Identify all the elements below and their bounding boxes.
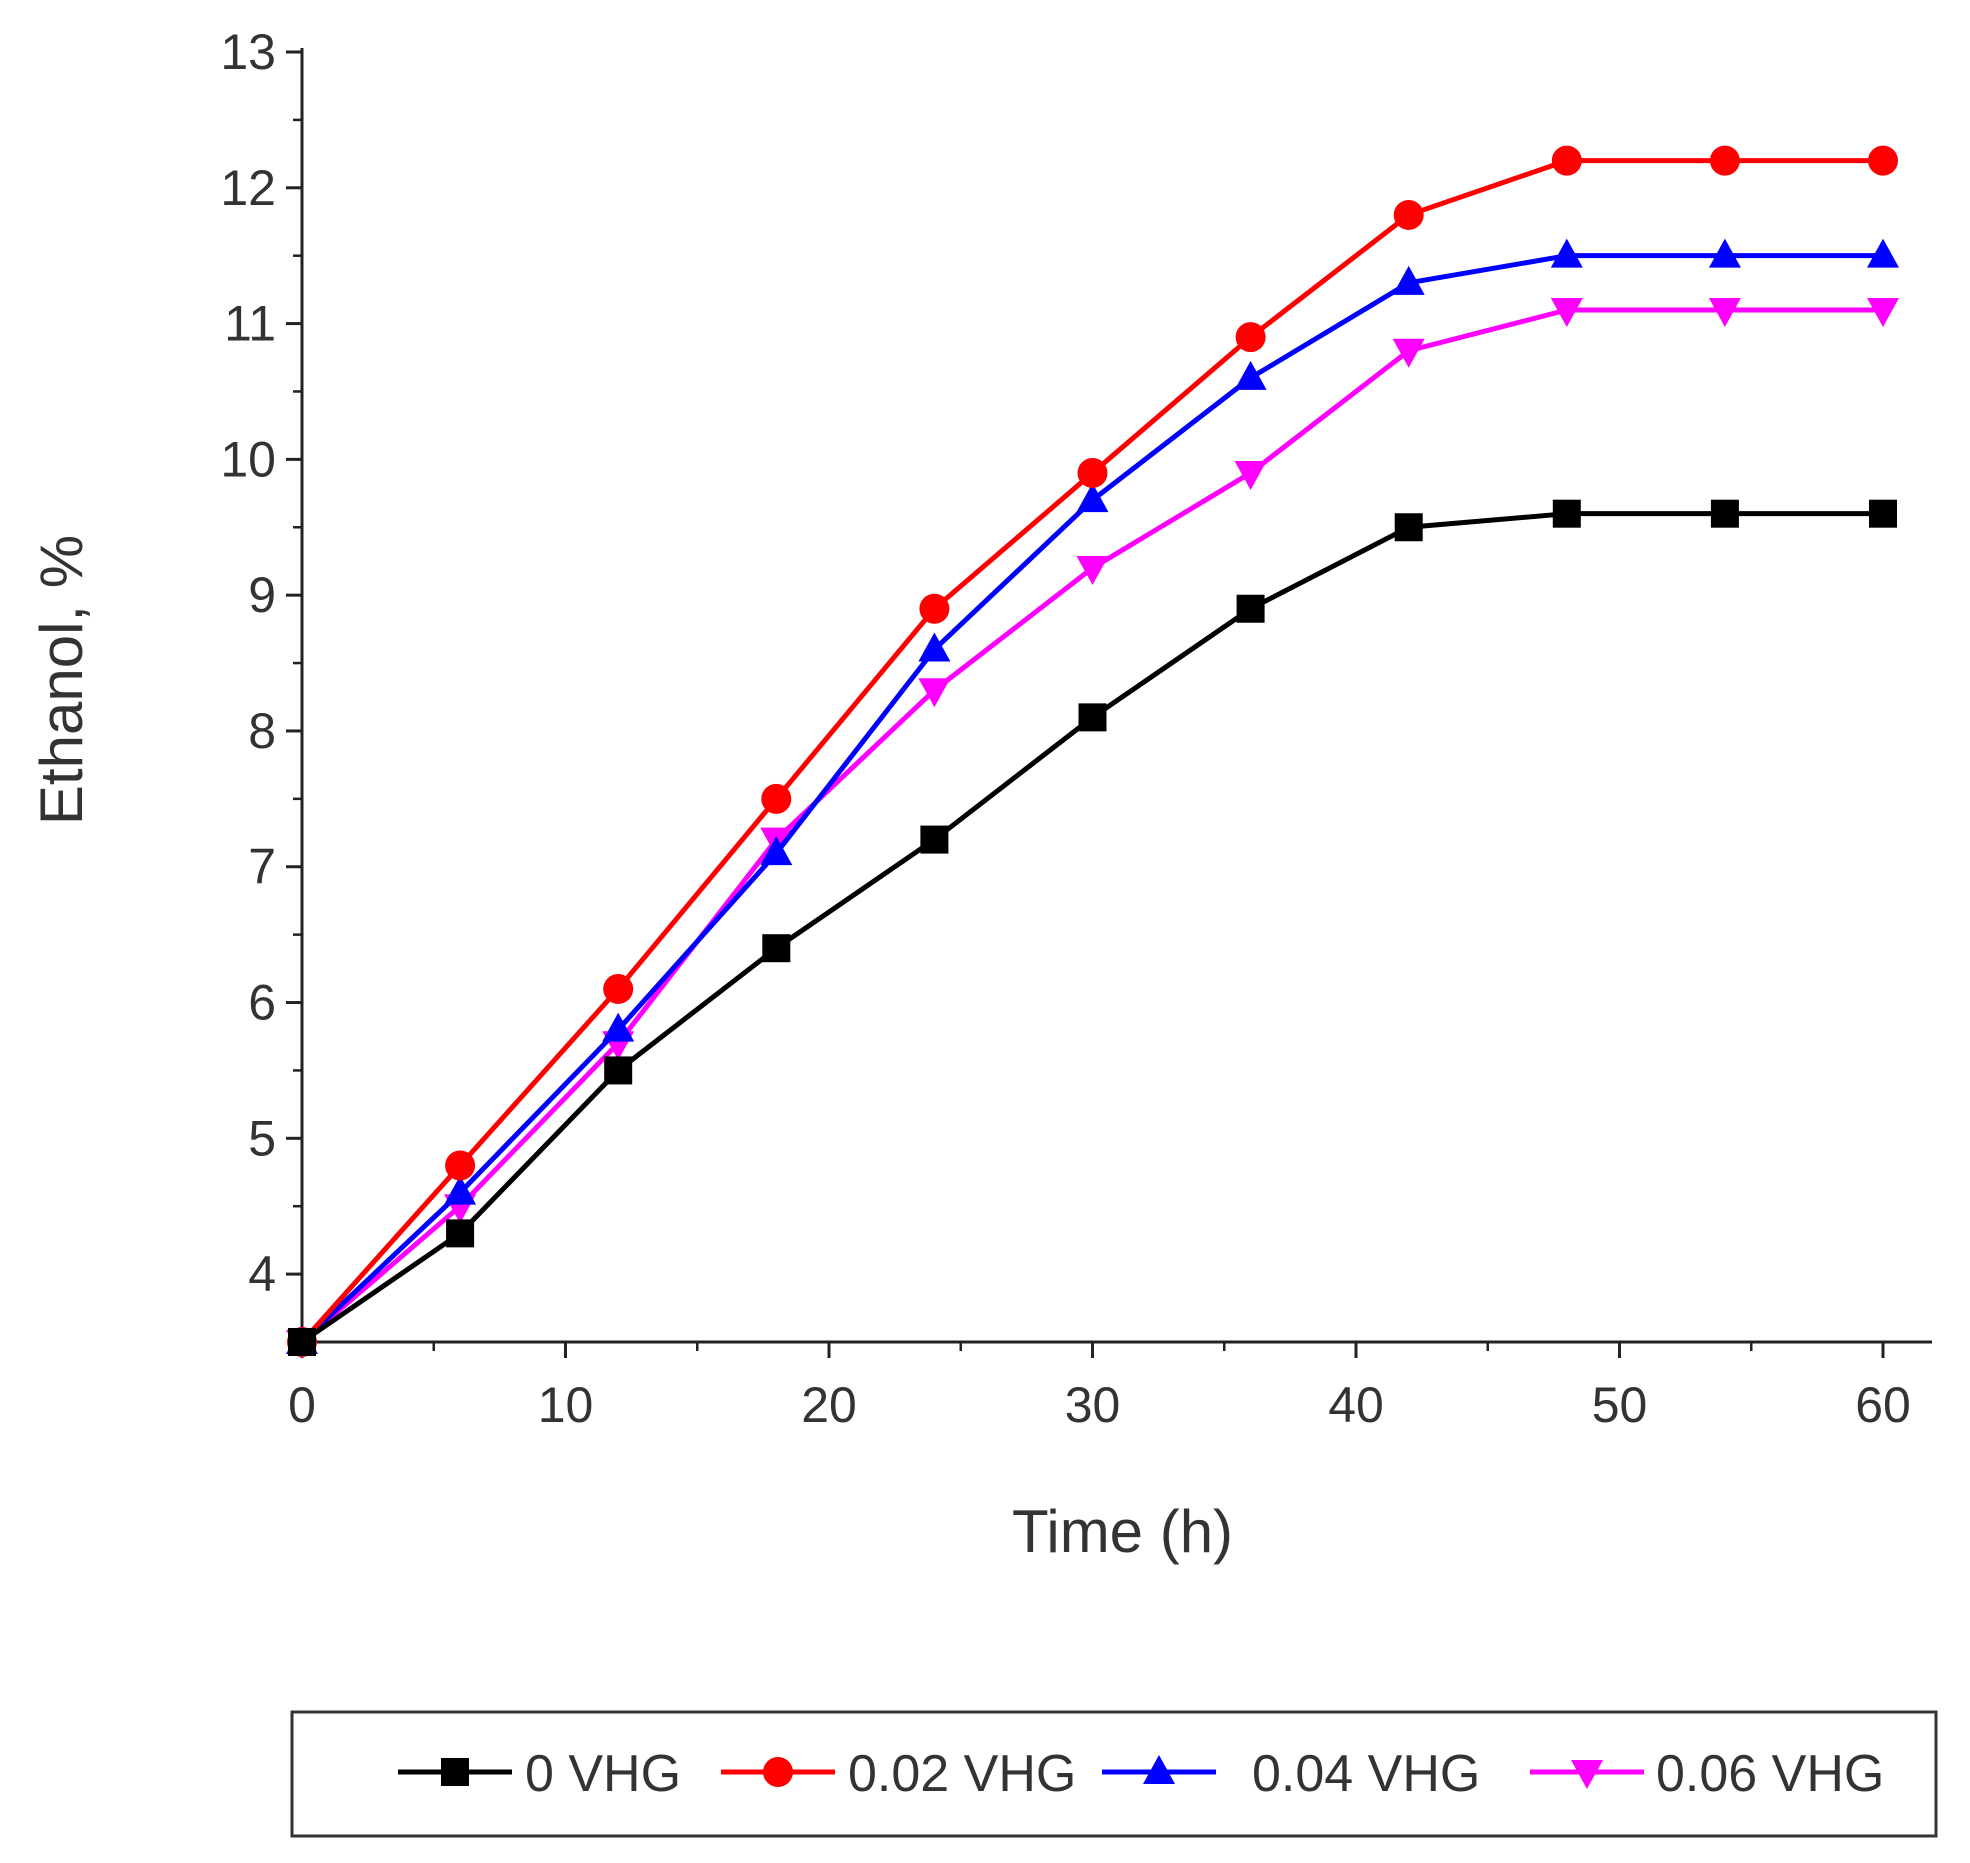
legend-marker	[1571, 1760, 1603, 1789]
x-tick-label: 40	[1328, 1377, 1384, 1433]
legend-label: 0 VHG	[525, 1745, 681, 1803]
legend-marker	[1143, 1755, 1175, 1784]
data-point	[1236, 594, 1265, 623]
data-point	[602, 1012, 635, 1042]
legend-marker	[441, 1758, 469, 1786]
y-tick-label: 5	[248, 1110, 276, 1166]
data-point	[918, 632, 951, 662]
data-point	[1393, 199, 1424, 230]
x-axis-title: Time (h)	[1012, 1498, 1233, 1565]
data-point	[1552, 499, 1581, 528]
data-point	[920, 825, 949, 854]
y-tick-label: 4	[248, 1246, 276, 1302]
data-point	[445, 1150, 476, 1181]
legend-label: 0.04 VHG	[1252, 1745, 1480, 1803]
series-0-04-vhg	[286, 238, 1899, 1354]
data-point	[604, 1056, 633, 1085]
data-point	[1076, 483, 1109, 513]
legend-item: 0.02 VHG	[721, 1745, 1076, 1803]
data-point	[288, 1328, 316, 1356]
series-0-vhg	[288, 499, 1897, 1356]
data-point	[919, 593, 950, 624]
x-tick-label: 10	[538, 1377, 594, 1433]
series-line	[300, 158, 1883, 1344]
data-point	[1708, 298, 1741, 327]
data-point	[1710, 499, 1739, 528]
legend: 0 VHG 0.02 VHG 0.04 VHG 0.06 VHG	[290, 1710, 1938, 1838]
data-point	[1392, 338, 1425, 368]
data-point	[1394, 513, 1423, 542]
data-point	[1078, 703, 1107, 732]
data-point	[1392, 265, 1425, 295]
data-point	[1076, 556, 1109, 585]
legend-marker	[763, 1757, 793, 1787]
data-point	[1234, 360, 1267, 390]
legend-label: 0.02 VHG	[848, 1745, 1076, 1803]
legend-item: 0 VHG	[398, 1745, 681, 1803]
y-tick-label: 13	[220, 24, 276, 80]
series-0-02-vhg	[287, 145, 1898, 1357]
data-point	[761, 783, 792, 814]
series-0-06-vhg	[286, 298, 1899, 1359]
y-tick-label: 9	[248, 567, 276, 623]
data-point	[1709, 145, 1740, 176]
data-point	[1708, 238, 1741, 268]
y-tick-label: 11	[224, 296, 276, 352]
data-point	[762, 934, 791, 963]
y-tick-label: 6	[248, 975, 276, 1031]
data-point	[1550, 298, 1583, 327]
plot-area	[286, 145, 1899, 1359]
data-point	[1077, 457, 1108, 488]
x-tick-label: 20	[801, 1377, 857, 1433]
data-point	[1550, 238, 1583, 268]
legend-item: 0.06 VHG	[1530, 1745, 1884, 1803]
y-tick-label: 7	[248, 839, 276, 895]
x-tick-label: 30	[1065, 1377, 1121, 1433]
y-tick-label: 12	[220, 160, 276, 216]
x-tick-label: 60	[1855, 1377, 1911, 1433]
x-tick-label: 0	[288, 1377, 316, 1433]
series-line	[300, 253, 1883, 1344]
y-tick-label: 10	[220, 431, 276, 487]
data-point	[1551, 145, 1582, 176]
data-point	[444, 1175, 477, 1205]
data-point	[1868, 145, 1898, 176]
y-tick-label: 8	[248, 703, 276, 759]
data-point	[446, 1219, 475, 1248]
data-point	[603, 973, 634, 1004]
legend-item: 0.04 VHG	[1102, 1745, 1480, 1803]
series-line	[300, 511, 1883, 1345]
data-point	[1867, 298, 1899, 327]
data-point	[1235, 322, 1266, 353]
x-tick-label: 50	[1592, 1377, 1648, 1433]
data-point	[1869, 499, 1897, 528]
legend-label: 0.06 VHG	[1656, 1745, 1884, 1803]
data-point	[1867, 238, 1899, 268]
y-axis-title: Ethanol, %	[28, 535, 95, 825]
data-point	[1234, 460, 1267, 490]
data-point	[760, 836, 793, 866]
data-point	[918, 678, 951, 708]
axes: 4 5 6 7 8 9 10 11 12 13 0 10 20 30 40 50 60 Time (h) Ethan…	[28, 24, 1932, 1565]
